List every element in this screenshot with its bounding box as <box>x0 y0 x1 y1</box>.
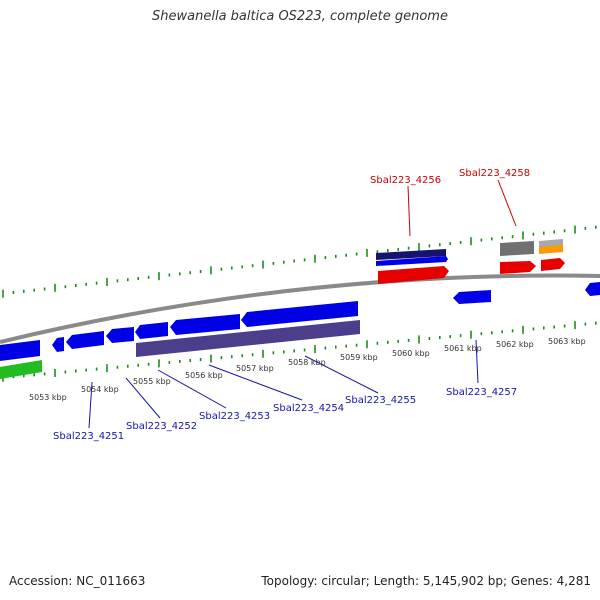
gene-blue-small[interactable] <box>52 337 64 352</box>
reverse-strand-features <box>0 301 360 379</box>
gene-blue-edge[interactable] <box>585 282 600 296</box>
genome-title: Shewanella baltica OS223, complete genom… <box>152 9 448 24</box>
rna-band[interactable] <box>136 320 360 357</box>
gene-label-4251[interactable]: Sbal223_4251 <box>53 431 124 442</box>
gene-sbal223-4254-a[interactable] <box>170 314 240 335</box>
scale-label: 5063 kbp <box>548 337 586 346</box>
gene-label-4257[interactable]: Sbal223_4257 <box>446 387 517 398</box>
gene-sbal223-4251[interactable] <box>66 331 104 349</box>
scale-label: 5062 kbp <box>496 340 534 349</box>
gene-sbal223-4256-red[interactable] <box>378 266 449 284</box>
gene-blue-reverse-4257[interactable] <box>453 290 491 304</box>
scale-label: 5054 kbp <box>81 385 119 394</box>
scale-label: 5060 kbp <box>392 349 430 358</box>
gene-sbal223-4258-grey[interactable] <box>500 241 534 256</box>
forward-strand-features <box>376 239 600 304</box>
gene-red-small[interactable] <box>541 258 565 271</box>
gene-sbal223-4254-b[interactable] <box>241 301 358 327</box>
scale-label: 5061 kbp <box>444 344 482 353</box>
gene-sbal223-4256-blue[interactable] <box>376 256 448 266</box>
gene-sbal223-4258-red[interactable] <box>500 261 536 274</box>
accession-text: Accession: NC_011663 <box>9 574 146 588</box>
gene-label-4255[interactable]: Sbal223_4255 <box>345 395 416 406</box>
gene-label-4252[interactable]: Sbal223_4252 <box>126 421 197 432</box>
scale-label: 5053 kbp <box>29 393 67 402</box>
outer-tick-ring <box>2 225 597 298</box>
gene-sbal223-4252[interactable] <box>106 327 134 343</box>
scale-label: 5056 kbp <box>185 371 223 380</box>
scale-labels: 5053 kbp 5054 kbp 5055 kbp 5056 kbp 5057… <box>29 337 586 402</box>
gene-sbal223-4253[interactable] <box>135 322 168 339</box>
topology-text: Topology: circular; Length: 5,145,902 bp… <box>261 574 591 588</box>
gene-green[interactable] <box>0 360 42 379</box>
gene-label-4254[interactable]: Sbal223_4254 <box>273 403 344 414</box>
gene-label-4258[interactable]: Sbal223_4258 <box>459 168 530 179</box>
gene-sbal223-4256-dark[interactable] <box>376 249 446 260</box>
scale-label: 5058 kbp <box>288 358 326 367</box>
gene-orange[interactable] <box>539 245 563 254</box>
scale-label: 5057 kbp <box>236 364 274 373</box>
scale-label: 5055 kbp <box>133 377 171 386</box>
gene-blue-left[interactable] <box>0 340 40 361</box>
gene-label-4256[interactable]: Sbal223_4256 <box>370 175 441 186</box>
genome-backbone <box>0 273 600 344</box>
label-leaders <box>88 179 517 429</box>
scale-label: 5059 kbp <box>340 353 378 362</box>
gene-label-4253[interactable]: Sbal223_4253 <box>199 411 270 422</box>
